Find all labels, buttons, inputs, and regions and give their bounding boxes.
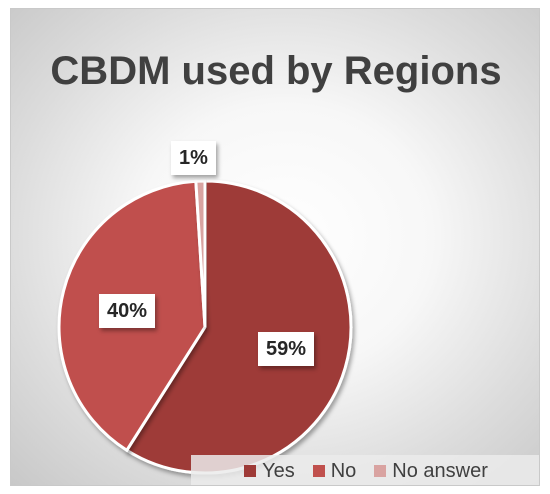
pie-chart: [57, 179, 353, 475]
legend-label-yes: Yes: [262, 459, 295, 482]
data-label-no: 40%: [99, 294, 156, 328]
data-label-yes: 59%: [258, 332, 315, 366]
legend-item-no-answer: No answer: [374, 460, 488, 483]
legend-label-no: No: [330, 459, 357, 482]
legend-swatch-no-answer: [374, 465, 387, 477]
legend-item-yes: Yes: [244, 460, 295, 483]
legend-swatch-no: [312, 465, 325, 477]
legend: Yes No No answer: [191, 455, 539, 485]
legend-item-no: No: [312, 459, 357, 483]
legend-swatch-yes: [244, 465, 257, 477]
pie-slice-no-answer: [194, 179, 207, 328]
chart-title: CBDM used by Regions: [50, 49, 502, 93]
data-label-no-answer: 1%: [171, 141, 216, 175]
chart-area: CBDM used by Regions 59% 40% 1% Yes No N…: [10, 8, 540, 486]
legend-label-no-answer: No answer: [392, 459, 488, 482]
